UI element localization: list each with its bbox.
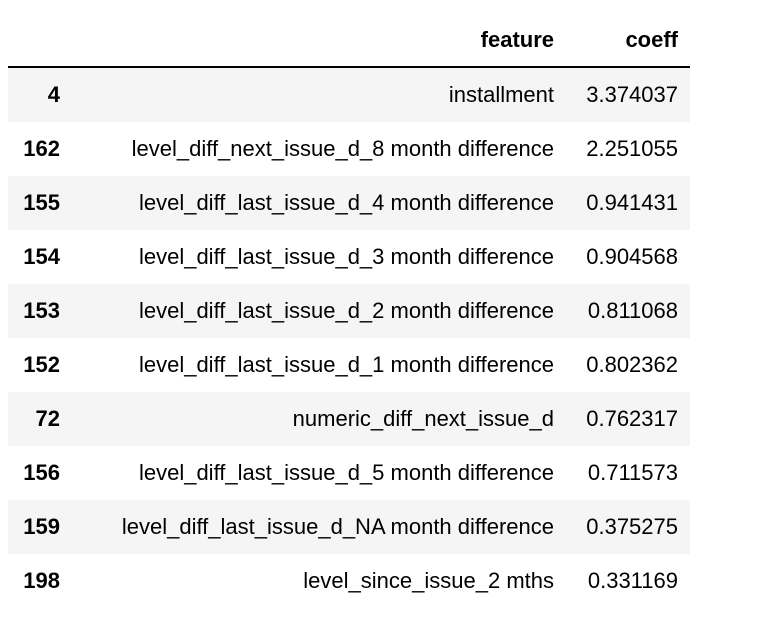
row-index: 152 (23, 352, 60, 377)
coeff-cell: 0.904568 (586, 244, 678, 269)
row-index: 156 (23, 460, 60, 485)
table-row: 4 installment 3.374037 (8, 67, 690, 122)
row-index: 198 (23, 568, 60, 593)
header-row: feature coeff (8, 14, 690, 68)
coeff-cell: 0.331169 (587, 568, 678, 593)
feature-column-header: feature (72, 14, 566, 68)
table-row: 159 level_diff_last_issue_d_NA month dif… (8, 500, 690, 554)
feature-cell: level_diff_last_issue_d_5 month differen… (138, 460, 554, 485)
coeff-cell: 0.802362 (586, 352, 678, 377)
feature-cell: level_diff_last_issue_d_NA month differe… (121, 514, 554, 539)
coeff-cell: 0.762317 (586, 406, 678, 431)
dataframe-table: feature coeff 4 installment 3.374037 162… (8, 14, 690, 608)
row-index: 4 (47, 82, 60, 107)
coeff-cell: 0.811068 (587, 298, 678, 323)
row-index: 154 (23, 244, 60, 269)
row-index: 162 (23, 136, 60, 161)
table-header: feature coeff (8, 14, 690, 68)
row-index: 153 (23, 298, 60, 323)
coeff-cell: 0.941431 (586, 190, 678, 215)
feature-cell: level_diff_next_issue_d_8 month differen… (131, 136, 554, 161)
row-index: 72 (35, 406, 60, 431)
feature-cell: installment (448, 82, 554, 107)
index-column-header (8, 14, 72, 68)
row-index: 155 (23, 190, 60, 215)
coeff-cell: 0.375275 (586, 514, 678, 539)
table-row: 198 level_since_issue_2 mths 0.331169 (8, 554, 690, 608)
coeff-cell: 2.251055 (586, 136, 678, 161)
feature-cell: level_diff_last_issue_d_3 month differen… (138, 244, 554, 269)
table-row: 153 level_diff_last_issue_d_2 month diff… (8, 284, 690, 338)
row-index: 159 (23, 514, 60, 539)
table-row: 156 level_diff_last_issue_d_5 month diff… (8, 446, 690, 500)
coeff-cell: 3.374037 (586, 82, 678, 107)
table-body: 4 installment 3.374037 162 level_diff_ne… (8, 67, 690, 608)
table-row: 162 level_diff_next_issue_d_8 month diff… (8, 122, 690, 176)
feature-cell: level_since_issue_2 mths (303, 568, 554, 593)
coeff-column-header: coeff (566, 14, 690, 68)
coeff-cell: 0.711573 (587, 460, 678, 485)
feature-cell: level_diff_last_issue_d_4 month differen… (138, 190, 554, 215)
table-row: 154 level_diff_last_issue_d_3 month diff… (8, 230, 690, 284)
feature-cell: level_diff_last_issue_d_1 month differen… (138, 352, 554, 377)
table-row: 72 numeric_diff_next_issue_d 0.762317 (8, 392, 690, 446)
feature-cell: level_diff_last_issue_d_2 month differen… (138, 298, 554, 323)
table-row: 155 level_diff_last_issue_d_4 month diff… (8, 176, 690, 230)
table-row: 152 level_diff_last_issue_d_1 month diff… (8, 338, 690, 392)
feature-cell: numeric_diff_next_issue_d (292, 406, 554, 431)
dataframe-output: feature coeff 4 installment 3.374037 162… (8, 14, 690, 608)
